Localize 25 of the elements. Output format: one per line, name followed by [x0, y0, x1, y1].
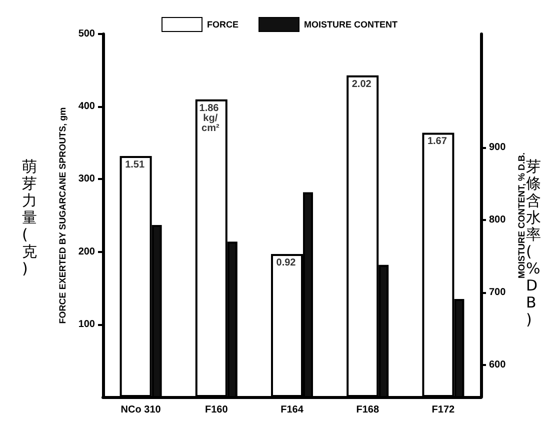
text: 萌芽力量(克)	[22, 158, 37, 278]
y2-axis-title: MOISTURE CONTENT, % D.B.	[516, 152, 526, 279]
x-tick-label: F164	[280, 404, 304, 416]
x-tick-label: F168	[356, 404, 380, 416]
annotation: 2.02	[352, 78, 372, 90]
y-tick-label: 200	[78, 246, 96, 258]
annotation: 1.67	[427, 136, 448, 148]
annotation: 0.92	[276, 257, 296, 268]
x-tick-label: NCo 310	[120, 404, 162, 416]
text: 芽條含水率(%DB)	[526, 158, 541, 328]
y2-tick-label: 900	[489, 142, 506, 153]
y2-tick-label: 600	[489, 360, 506, 371]
legend-label: FORCE	[207, 20, 238, 30]
y2-tick-label: 800	[489, 214, 506, 226]
annotation: 1.86 kg/cm²	[199, 102, 222, 134]
y-tick-label: 400	[78, 101, 96, 112]
annotation: 1.51	[125, 159, 145, 170]
x-tick-label: F172	[432, 404, 456, 416]
x-tick-label: F160	[205, 404, 228, 416]
y2-tick-label: 700	[489, 286, 506, 298]
y-tick-label: 100	[78, 318, 96, 330]
y-tick-label: 500	[78, 28, 96, 40]
y-axis-title: FORCE EXERTED BY SUGARCANE SPROUTS, gm	[58, 107, 68, 324]
legend-label: MOISTURE CONTENT	[304, 20, 398, 30]
y-tick-label: 300	[78, 174, 96, 185]
